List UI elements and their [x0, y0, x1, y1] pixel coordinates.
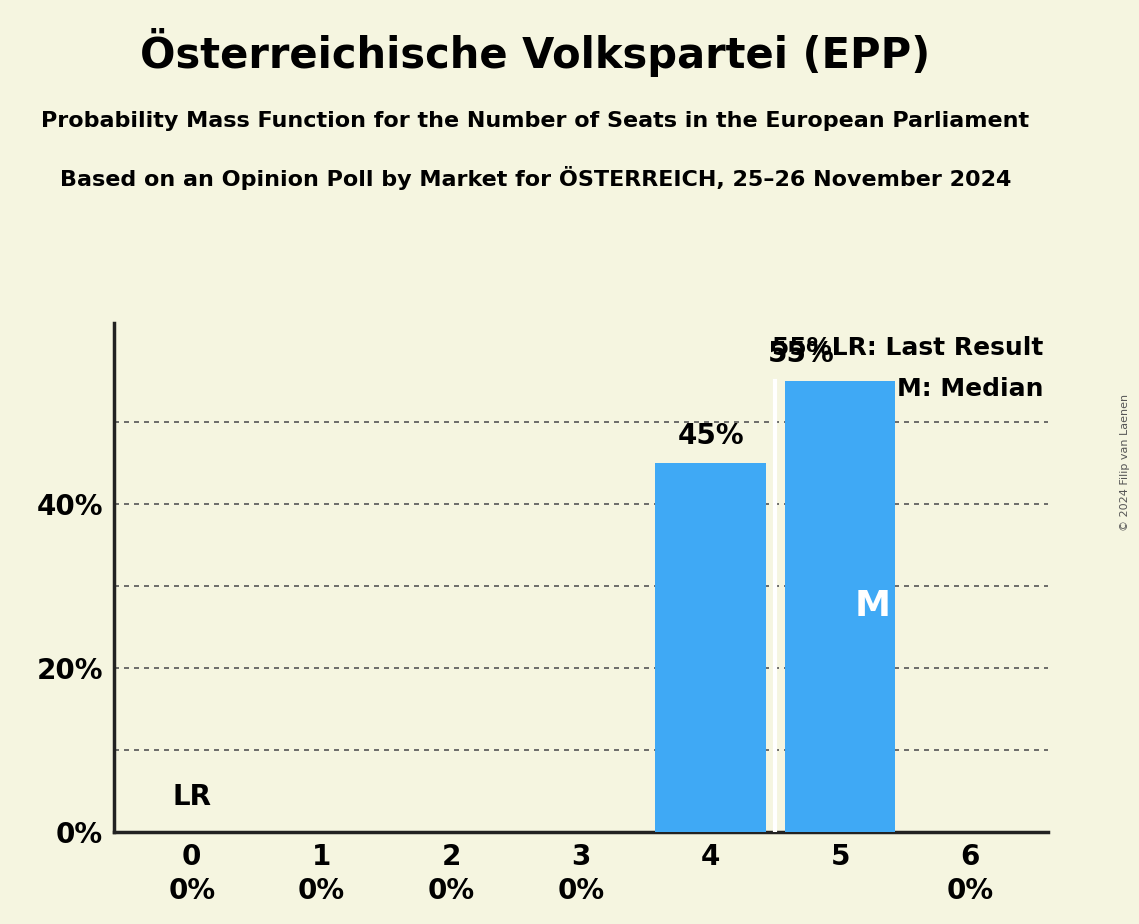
Text: © 2024 Filip van Laenen: © 2024 Filip van Laenen: [1121, 394, 1130, 530]
Text: M: Median: M: Median: [896, 377, 1043, 401]
Text: 55%: 55%: [768, 340, 835, 369]
Text: 0%: 0%: [298, 877, 345, 905]
Text: 0%: 0%: [557, 877, 605, 905]
Text: Österreichische Volkspartei (EPP): Österreichische Volkspartei (EPP): [140, 28, 931, 77]
Text: 0%: 0%: [169, 877, 215, 905]
Text: 0%: 0%: [947, 877, 993, 905]
Text: 55%LR: Last Result: 55%LR: Last Result: [772, 336, 1043, 360]
Text: M: M: [854, 590, 891, 623]
Text: Based on an Opinion Poll by Market for ÖSTERREICH, 25–26 November 2024: Based on an Opinion Poll by Market for Ö…: [59, 166, 1011, 190]
Text: Probability Mass Function for the Number of Seats in the European Parliament: Probability Mass Function for the Number…: [41, 111, 1030, 131]
Text: 45%: 45%: [678, 422, 744, 450]
Text: 0%: 0%: [427, 877, 475, 905]
Bar: [655, 463, 765, 832]
Text: LR: LR: [172, 784, 211, 811]
Bar: [785, 381, 895, 832]
